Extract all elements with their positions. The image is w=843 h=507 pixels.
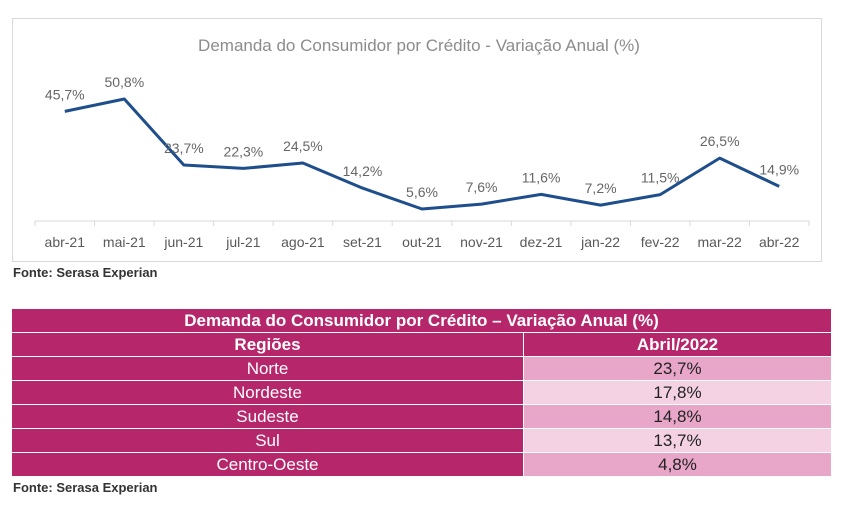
table-header-row: Regiões Abril/2022 <box>11 332 832 357</box>
data-label: 11,6% <box>522 169 561 185</box>
x-tick-label: fev-22 <box>641 234 680 250</box>
region-cell: Norte <box>11 356 524 381</box>
region-cell: Sul <box>11 428 524 453</box>
region-cell: Nordeste <box>11 380 524 405</box>
x-tick-label: mar-22 <box>698 234 743 250</box>
value-cell: 17,8% <box>523 380 832 405</box>
chart-svg: Demanda do Consumidor por Crédito - Vari… <box>34 36 810 250</box>
region-cell: Centro-Oeste <box>11 452 524 477</box>
table-source: Fonte: Serasa Experian <box>13 480 158 495</box>
x-tick-label: abr-22 <box>759 234 800 250</box>
value-cell: 4,8% <box>523 452 832 477</box>
data-label: 7,2% <box>585 180 617 196</box>
x-tick-label: mai-21 <box>103 234 146 250</box>
data-labels: 45,7% 50,8% 23,7% 22,3% 24,5% 14,2% 5,6% 7,6% 11… <box>45 74 799 200</box>
data-label: 22,3% <box>224 143 264 159</box>
table-title-row: Demanda do Consumidor por Crédito – Vari… <box>11 308 832 333</box>
data-label: 24,5% <box>283 138 323 154</box>
table-row: Centro-Oeste 4,8% <box>11 452 832 477</box>
data-label: 45,7% <box>45 86 85 102</box>
line-chart: Demanda do Consumidor por Crédito - Vari… <box>12 18 822 262</box>
region-cell: Sudeste <box>11 404 524 429</box>
region-table: Demanda do Consumidor por Crédito – Vari… <box>11 308 832 477</box>
chart-source: Fonte: Serasa Experian <box>13 265 158 280</box>
value-cell: 13,7% <box>523 428 832 453</box>
column-header-region: Regiões <box>11 332 524 357</box>
table-row: Norte 23,7% <box>11 356 832 381</box>
x-tick-label: jul-21 <box>225 234 260 250</box>
x-tick-label: abr-21 <box>45 234 86 250</box>
data-label: 26,5% <box>700 133 740 149</box>
data-label: 11,5% <box>641 170 680 186</box>
data-label: 14,9% <box>759 161 799 177</box>
x-tick-labels: abr-21 mai-21 jun-21 jul-21 ago-21 set-21 out-… <box>45 234 800 250</box>
x-axis-ticks <box>34 221 810 226</box>
data-label: 23,7% <box>164 140 204 156</box>
data-label: 7,6% <box>466 179 498 195</box>
x-tick-label: nov-21 <box>460 234 503 250</box>
x-tick-label: ago-21 <box>281 234 325 250</box>
chart-title: Demanda do Consumidor por Crédito - Vari… <box>198 36 640 55</box>
x-tick-label: dez-21 <box>520 234 563 250</box>
data-label: 5,6% <box>406 184 438 200</box>
x-tick-label: set-21 <box>343 234 382 250</box>
value-cell: 14,8% <box>523 404 832 429</box>
table-row: Sudeste 14,8% <box>11 404 832 429</box>
table-title: Demanda do Consumidor por Crédito – Vari… <box>11 308 832 333</box>
column-header-value: Abril/2022 <box>523 332 832 357</box>
data-label: 50,8% <box>104 74 144 90</box>
data-label: 14,2% <box>343 163 383 179</box>
x-tick-label: jan-22 <box>580 234 620 250</box>
value-cell: 23,7% <box>523 356 832 381</box>
x-tick-label: out-21 <box>402 234 442 250</box>
table-row: Nordeste 17,8% <box>11 380 832 405</box>
series-line <box>64 97 780 211</box>
x-tick-label: jun-21 <box>163 234 203 250</box>
table-row: Sul 13,7% <box>11 428 832 453</box>
